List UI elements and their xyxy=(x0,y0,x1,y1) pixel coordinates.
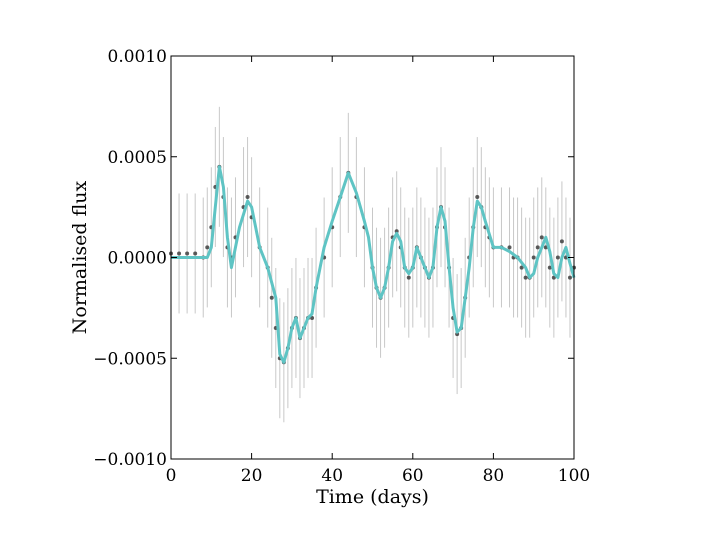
data-point xyxy=(531,255,536,260)
data-point xyxy=(539,235,544,240)
x-tick-label: 60 xyxy=(402,466,424,486)
x-axis-label: Time (days) xyxy=(316,486,429,508)
data-point xyxy=(205,245,210,250)
data-point xyxy=(519,265,524,270)
data-point xyxy=(245,195,250,200)
model-line-layer xyxy=(171,165,576,364)
data-point xyxy=(177,251,182,256)
y-tick-label: 0.0005 xyxy=(108,148,167,168)
data-point xyxy=(559,239,564,244)
data-point xyxy=(543,245,548,250)
data-point xyxy=(523,275,528,280)
data-point xyxy=(567,275,572,280)
data-point xyxy=(555,255,560,260)
data-point xyxy=(507,245,512,250)
data-point xyxy=(475,195,480,200)
y-tick-label: −0.0005 xyxy=(93,349,167,369)
x-tick-label: 80 xyxy=(483,466,505,486)
ticks-layer: 0 20 40 60 80 100 −0.0010 −0.0005 0.0000 0.0005 0.… xyxy=(93,47,590,486)
model-line xyxy=(171,165,576,364)
data-point xyxy=(535,245,540,250)
x-tick-label: 40 xyxy=(321,466,343,486)
x-tick-label: 20 xyxy=(241,466,263,486)
data-point xyxy=(185,251,190,256)
y-tick-label: −0.0010 xyxy=(93,450,167,470)
data-point xyxy=(547,265,552,270)
x-tick-label: 100 xyxy=(558,466,590,486)
data-point xyxy=(269,295,274,300)
y-axis-label: Normalised flux xyxy=(69,180,91,334)
x-tick-label: 0 xyxy=(166,466,177,486)
data-point xyxy=(406,275,411,280)
y-tick-label: 0.0010 xyxy=(108,47,167,67)
data-point xyxy=(193,251,198,256)
y-tick-label: 0.0000 xyxy=(108,249,167,269)
